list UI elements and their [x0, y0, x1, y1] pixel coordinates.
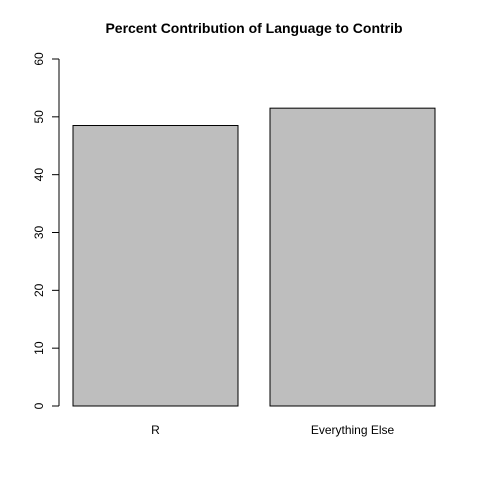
x-tick-label: R: [151, 423, 160, 437]
bars: [72, 107, 436, 407]
bar-everything-else: [269, 107, 436, 407]
y-tick-label: 30: [32, 226, 46, 240]
y-tick-label: 60: [32, 52, 46, 66]
y-tick-label: 50: [32, 110, 46, 124]
y-axis: 0 10 20 30 40 50 60: [32, 52, 60, 409]
y-tick-label: 20: [32, 283, 46, 297]
y-tick-label: 0: [32, 402, 46, 409]
x-tick-label: Everything Else: [311, 423, 395, 437]
x-axis-labels: R Everything Else: [151, 423, 394, 437]
y-tick-label: 40: [32, 168, 46, 182]
chart-title: Percent Contribution of Language to Cont…: [105, 20, 403, 36]
bar-r: [72, 125, 239, 407]
y-tick-label: 10: [32, 341, 46, 355]
